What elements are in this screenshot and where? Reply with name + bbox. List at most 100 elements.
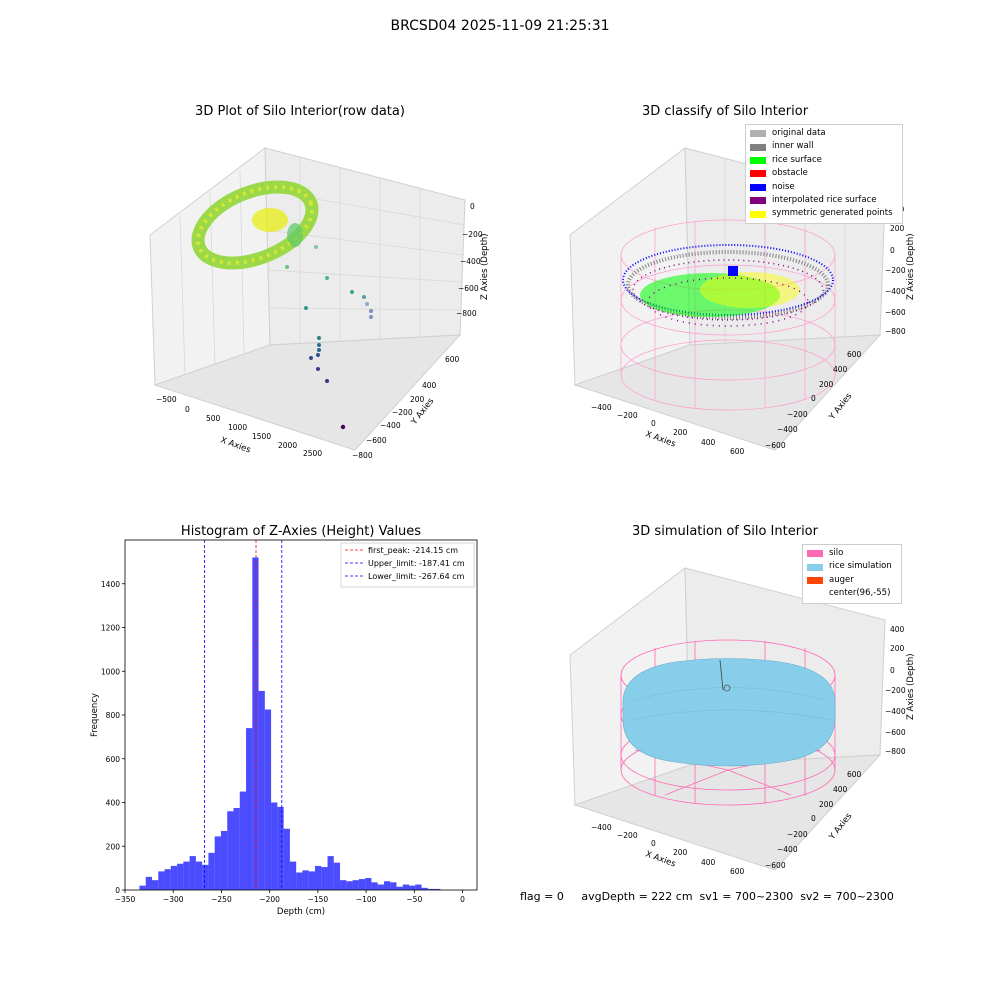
histogram-bar [246, 728, 253, 890]
histogram-title: Histogram of Z-Axies (Height) Values [180, 524, 422, 539]
classify-xtick: 0 [651, 419, 656, 428]
classify-legend-label: noise [772, 181, 795, 192]
histogram-bar [371, 882, 378, 890]
raw-xlabel: X Axies [219, 435, 252, 455]
simulation-legend-swatch [807, 563, 823, 571]
classify-legend-label: rice surface [772, 154, 822, 165]
raw-ztick: −400 [460, 257, 481, 266]
histogram-xtick-label: −150 [308, 895, 329, 904]
histogram-bar [377, 884, 384, 890]
classify-legend-item: interpolated rice surface [750, 194, 898, 207]
classify-ytick: 0 [811, 394, 816, 403]
simulation-ytick: 0 [811, 814, 816, 823]
classify-legend-item: symmetric generated points [750, 207, 898, 220]
histogram-ytick-label: 200 [106, 842, 121, 851]
raw-outlier-points [285, 245, 373, 430]
histogram-xtick-label: −50 [406, 895, 422, 904]
simulation-xtick: −200 [617, 831, 638, 840]
histogram-xtick-label: −250 [211, 895, 232, 904]
classify-ztick: 0 [890, 246, 895, 255]
classify-legend-item: noise [750, 181, 898, 194]
raw-zlabel: Z Axies (Depth) [480, 233, 490, 300]
histogram-bar [264, 709, 272, 890]
histogram-legend-label: Upper_limit: -187.41 cm [368, 559, 465, 568]
simulation-legend-item: center(96,-55) [807, 587, 897, 600]
histogram-ytick-label: 1400 [101, 580, 120, 589]
classify-points [622, 244, 834, 327]
simulation-zlabel: Z Axies (Depth) [906, 653, 916, 720]
histogram-bar [189, 856, 196, 890]
histogram-bar [321, 867, 328, 890]
simulation-legend-label: center(96,-55) [829, 588, 891, 599]
raw-ztick: −800 [456, 309, 477, 318]
classify-ztick: −200 [885, 266, 906, 275]
histogram-legend-box [340, 542, 475, 588]
classify-ztick: 200 [890, 224, 905, 233]
simulation-rice-surface [622, 658, 836, 767]
histogram-bar [415, 884, 422, 890]
classify-legend-swatch [750, 157, 766, 165]
simulation-ytick: −200 [787, 830, 808, 839]
histogram-bar [233, 807, 240, 890]
histogram-bar [289, 861, 297, 890]
simulation-legend-label: silo [829, 548, 844, 558]
raw-ytick: 600 [445, 355, 460, 364]
raw-plot-title: 3D Plot of Silo Interior(row data) [195, 104, 405, 119]
histogram-ytick-label: 1000 [101, 667, 120, 676]
simulation-ytick: −600 [765, 861, 786, 870]
histogram-bar [365, 877, 372, 890]
histogram-bar [158, 871, 165, 890]
histogram-bar [390, 882, 397, 890]
classify-legend-item: obstacle [750, 167, 898, 180]
simulation-xtick: 600 [730, 867, 745, 876]
simulation-legend-item: silo [807, 547, 897, 560]
histogram-axes-frame [124, 539, 478, 891]
simulation-legend-label: auger [829, 574, 854, 585]
simulation-legend-swatch [807, 550, 823, 558]
histogram-xtick-label: 0 [460, 895, 465, 904]
histogram-legend-label: Lower_limit: -267.64 cm [368, 572, 465, 581]
simulation-ytick: 200 [819, 800, 834, 809]
simulation-ytick: 400 [833, 785, 848, 794]
histogram-bar [164, 869, 171, 890]
classify-ztick: −600 [885, 308, 906, 317]
histogram-bar [239, 791, 247, 890]
histogram-bar [296, 872, 303, 890]
histogram-bar [402, 884, 410, 890]
histogram-bar [314, 865, 322, 890]
classify-legend-label: inner wall [772, 141, 814, 152]
classify-legend-label: original data [772, 128, 826, 138]
histogram-bar [427, 888, 435, 890]
simulation-ztick: 400 [890, 625, 905, 634]
raw-ytick: 200 [410, 395, 425, 404]
raw-xtick: 1000 [228, 423, 247, 432]
classify-legend-label: obstacle [772, 168, 808, 179]
classify-legend-swatch [750, 183, 766, 191]
classify-ytick: −400 [777, 425, 798, 434]
classify-zlabel: Z Axies (Depth) [906, 233, 916, 300]
histogram-bar [283, 828, 290, 890]
simulation-plot-title: 3D simulation of Silo Interior [632, 524, 818, 539]
histogram-ytick-label: 400 [106, 799, 121, 808]
histogram-bar [214, 836, 221, 890]
simulation-ztick: 200 [890, 644, 905, 653]
raw-ztick: −600 [458, 284, 479, 293]
classify-ytick: −600 [765, 441, 786, 450]
histogram-xtick-label: −350 [115, 895, 136, 904]
raw-ztick: 0 [470, 202, 475, 211]
histogram-bar [271, 802, 278, 890]
histogram-bar [258, 690, 265, 890]
classify-xtick: 600 [730, 447, 745, 456]
simulation-xtick: 0 [651, 839, 656, 848]
simulation-ylabel: Y Axies [827, 811, 855, 843]
histogram-ylabel: Frequency [90, 693, 100, 737]
histogram-xtick-label: −100 [356, 895, 377, 904]
classify-legend-item: rice surface [750, 154, 898, 167]
histogram-bar [327, 856, 334, 890]
raw-ytick: −800 [352, 451, 373, 460]
classify-legend-swatch [750, 143, 766, 151]
classify-legend-item: original data [750, 127, 898, 140]
histogram-xlabel: Depth (cm) [277, 907, 325, 917]
classify-ytick: 400 [833, 365, 848, 374]
histogram-chart: −350 −300 −250 −200 −150 −100 −50 0 0 200 400 600 80… [90, 539, 478, 917]
